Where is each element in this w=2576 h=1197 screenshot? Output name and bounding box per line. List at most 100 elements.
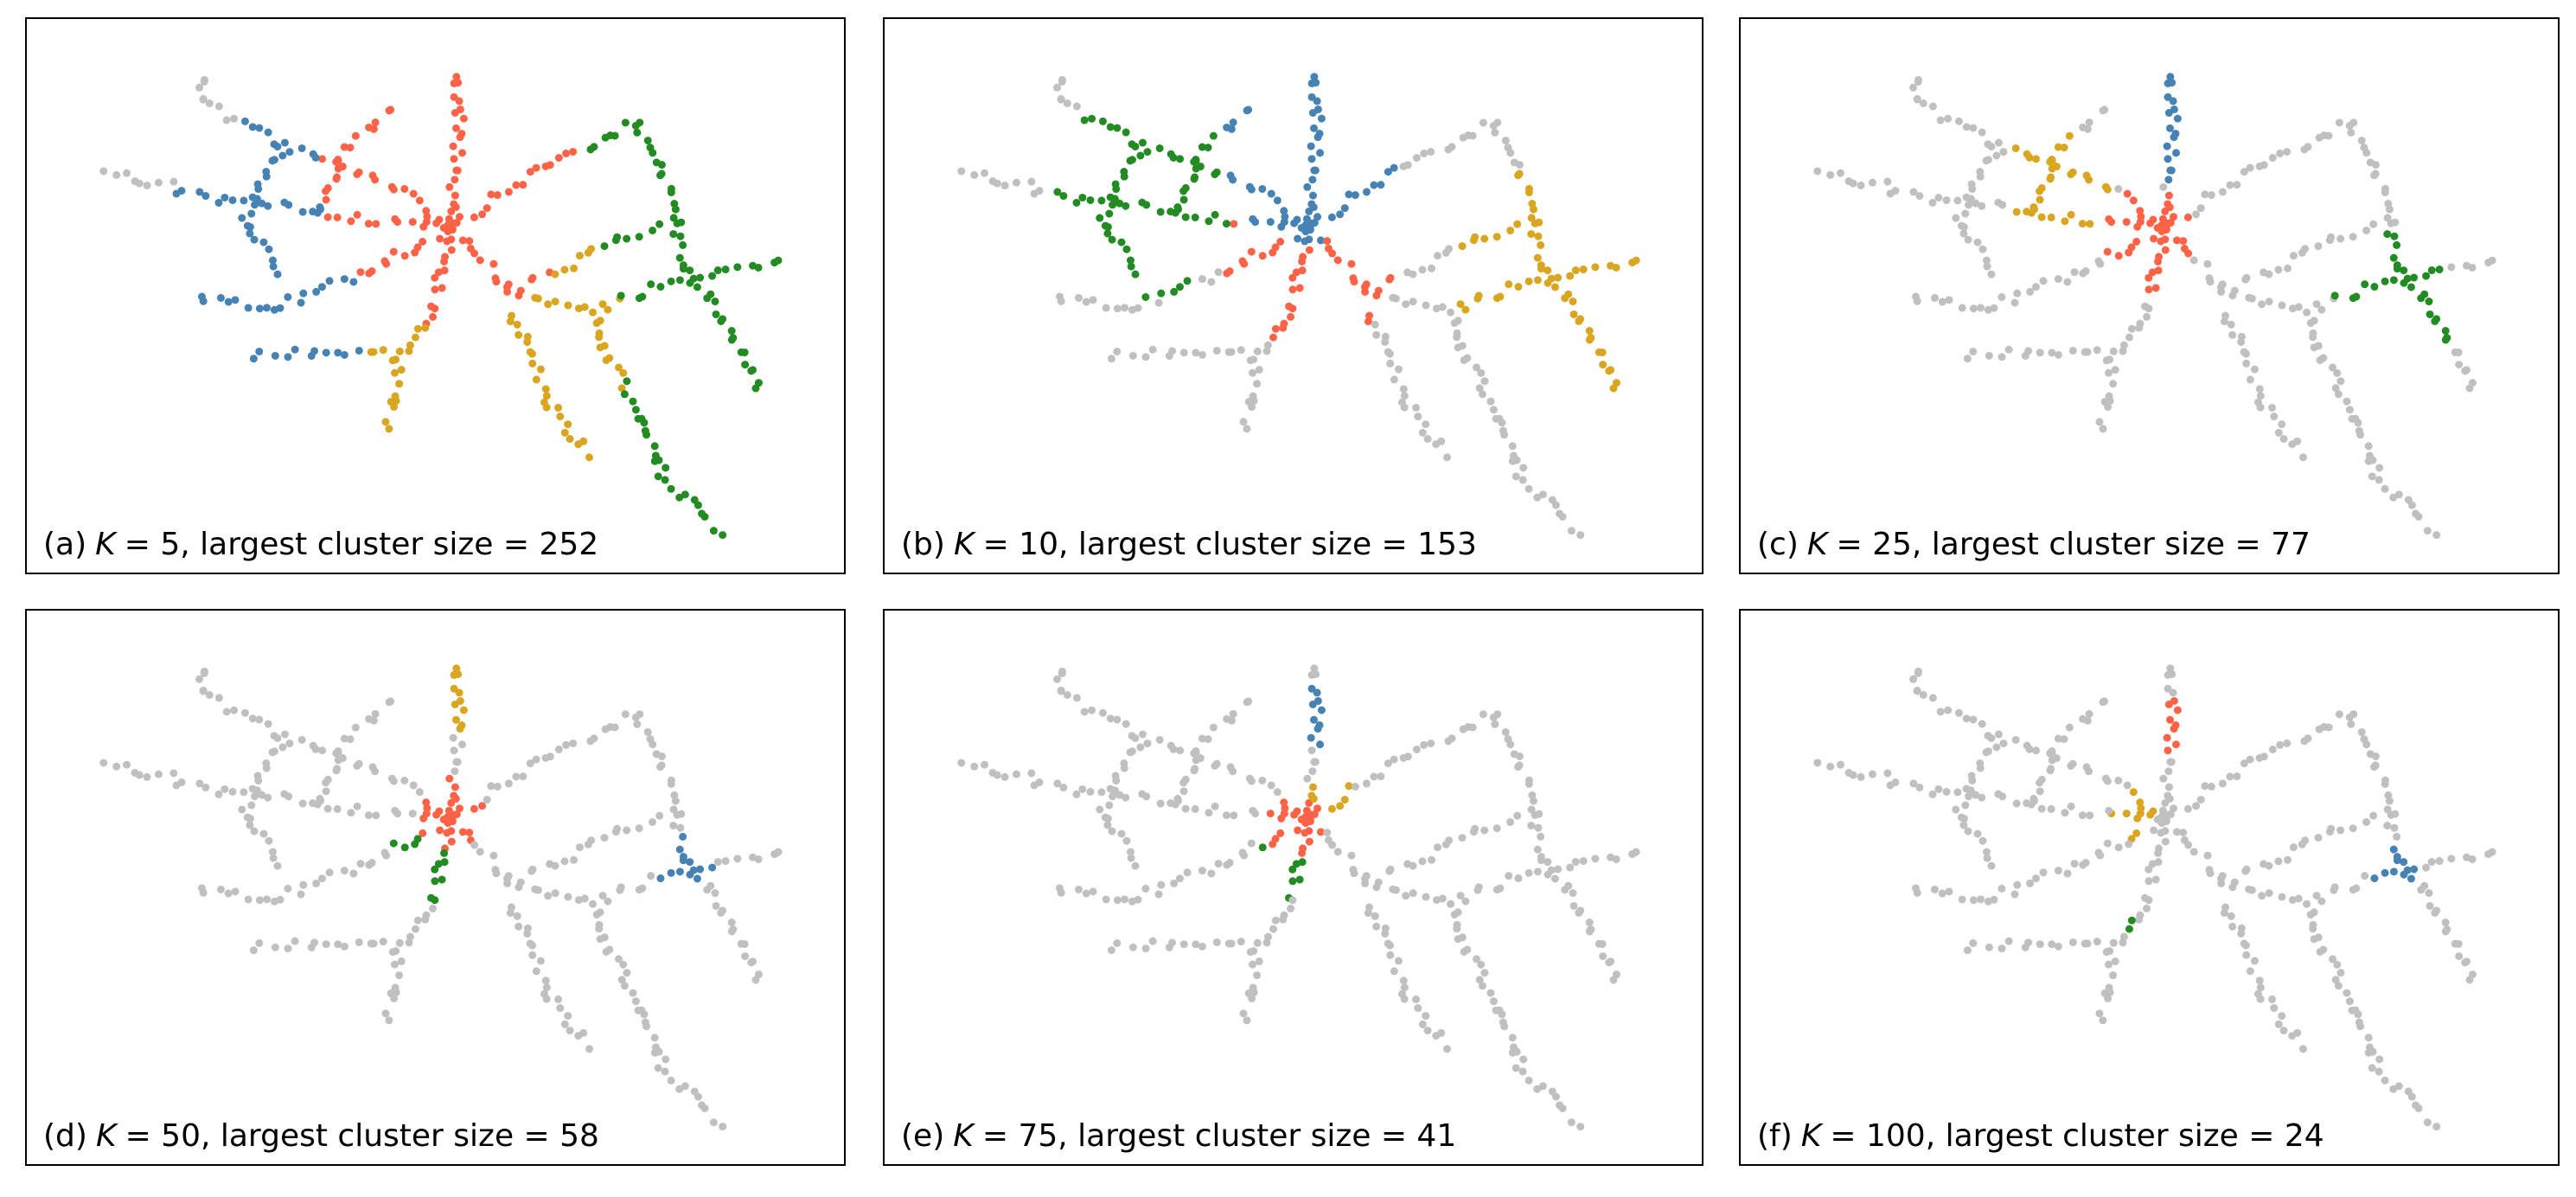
caption-variable: K bbox=[95, 527, 118, 562]
node bbox=[1350, 869, 1358, 878]
node bbox=[1230, 811, 1238, 820]
node bbox=[2103, 247, 2112, 256]
node bbox=[580, 303, 589, 311]
node bbox=[1122, 720, 1130, 728]
node bbox=[1515, 752, 1524, 761]
node bbox=[542, 392, 551, 400]
node bbox=[1554, 273, 1563, 282]
node bbox=[617, 291, 625, 300]
node bbox=[579, 437, 588, 445]
node bbox=[2196, 796, 2205, 804]
node bbox=[1179, 349, 1188, 357]
node bbox=[2347, 720, 2355, 728]
node bbox=[1496, 292, 1505, 301]
node bbox=[640, 419, 649, 427]
node bbox=[1108, 235, 1116, 244]
node bbox=[448, 817, 457, 826]
node bbox=[349, 869, 358, 878]
node bbox=[489, 259, 498, 268]
node bbox=[1458, 834, 1467, 842]
node bbox=[2371, 752, 2380, 761]
node bbox=[2260, 752, 2268, 761]
node bbox=[504, 779, 513, 788]
node bbox=[527, 941, 536, 950]
node bbox=[1632, 256, 1640, 265]
node bbox=[1489, 406, 1498, 414]
node bbox=[2389, 845, 2398, 854]
node bbox=[353, 802, 361, 810]
node bbox=[247, 801, 256, 810]
node bbox=[1474, 883, 1483, 892]
node bbox=[333, 213, 342, 221]
node bbox=[713, 266, 722, 275]
node bbox=[205, 690, 214, 699]
node bbox=[172, 189, 181, 198]
node bbox=[2268, 403, 2277, 412]
node bbox=[1537, 856, 1545, 865]
node bbox=[2336, 969, 2345, 977]
node bbox=[679, 240, 687, 249]
node bbox=[1096, 805, 1104, 814]
node bbox=[2136, 207, 2145, 215]
node bbox=[1131, 142, 1140, 150]
node bbox=[334, 756, 342, 765]
node bbox=[195, 188, 204, 196]
node bbox=[515, 330, 523, 339]
panel: (b) K = 10, largest cluster size = 153 bbox=[883, 17, 1703, 574]
node bbox=[657, 161, 666, 170]
node bbox=[2425, 298, 2433, 306]
node bbox=[1053, 675, 1062, 683]
node bbox=[381, 418, 390, 426]
node bbox=[1209, 723, 1218, 732]
node bbox=[590, 143, 598, 151]
node bbox=[2385, 205, 2394, 214]
node bbox=[613, 824, 622, 833]
node bbox=[2063, 869, 2072, 878]
node bbox=[1307, 142, 1315, 150]
node bbox=[419, 222, 428, 231]
node bbox=[717, 908, 725, 917]
node bbox=[2093, 938, 2101, 946]
node bbox=[1105, 801, 1114, 810]
node bbox=[421, 915, 430, 924]
node bbox=[2079, 269, 2087, 278]
node bbox=[1438, 303, 1447, 311]
node bbox=[2233, 181, 2241, 189]
node bbox=[1598, 348, 1607, 356]
node bbox=[476, 256, 484, 265]
node bbox=[1525, 868, 1533, 877]
node bbox=[1390, 967, 1398, 976]
node bbox=[656, 171, 665, 180]
caption-label: (c) bbox=[1757, 527, 1799, 562]
node bbox=[662, 1055, 670, 1064]
node bbox=[1113, 896, 1122, 905]
node bbox=[2102, 356, 2111, 365]
panel-caption: (a) K = 5, largest cluster size = 252 bbox=[43, 527, 598, 562]
node bbox=[2422, 272, 2431, 280]
node bbox=[1302, 214, 1311, 223]
node bbox=[2288, 304, 2297, 313]
node bbox=[334, 940, 342, 949]
node bbox=[395, 938, 404, 947]
node bbox=[754, 263, 763, 272]
node bbox=[240, 788, 248, 797]
node bbox=[1102, 304, 1110, 312]
node bbox=[655, 1047, 663, 1056]
node bbox=[199, 686, 208, 695]
node bbox=[1058, 75, 1066, 84]
node bbox=[1058, 667, 1066, 675]
node bbox=[667, 188, 675, 196]
node bbox=[2012, 208, 2021, 216]
node bbox=[1207, 278, 1216, 286]
node bbox=[1288, 285, 1297, 294]
node bbox=[1294, 826, 1302, 835]
node bbox=[2432, 1123, 2441, 1131]
node bbox=[2151, 875, 2160, 884]
node bbox=[512, 772, 521, 781]
node bbox=[1253, 938, 1262, 947]
node bbox=[617, 976, 626, 984]
node bbox=[741, 361, 750, 369]
node bbox=[1262, 938, 1271, 947]
node bbox=[1973, 829, 1982, 838]
node bbox=[249, 946, 258, 955]
